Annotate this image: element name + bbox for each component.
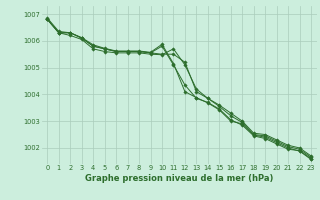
X-axis label: Graphe pression niveau de la mer (hPa): Graphe pression niveau de la mer (hPa) [85, 174, 273, 183]
